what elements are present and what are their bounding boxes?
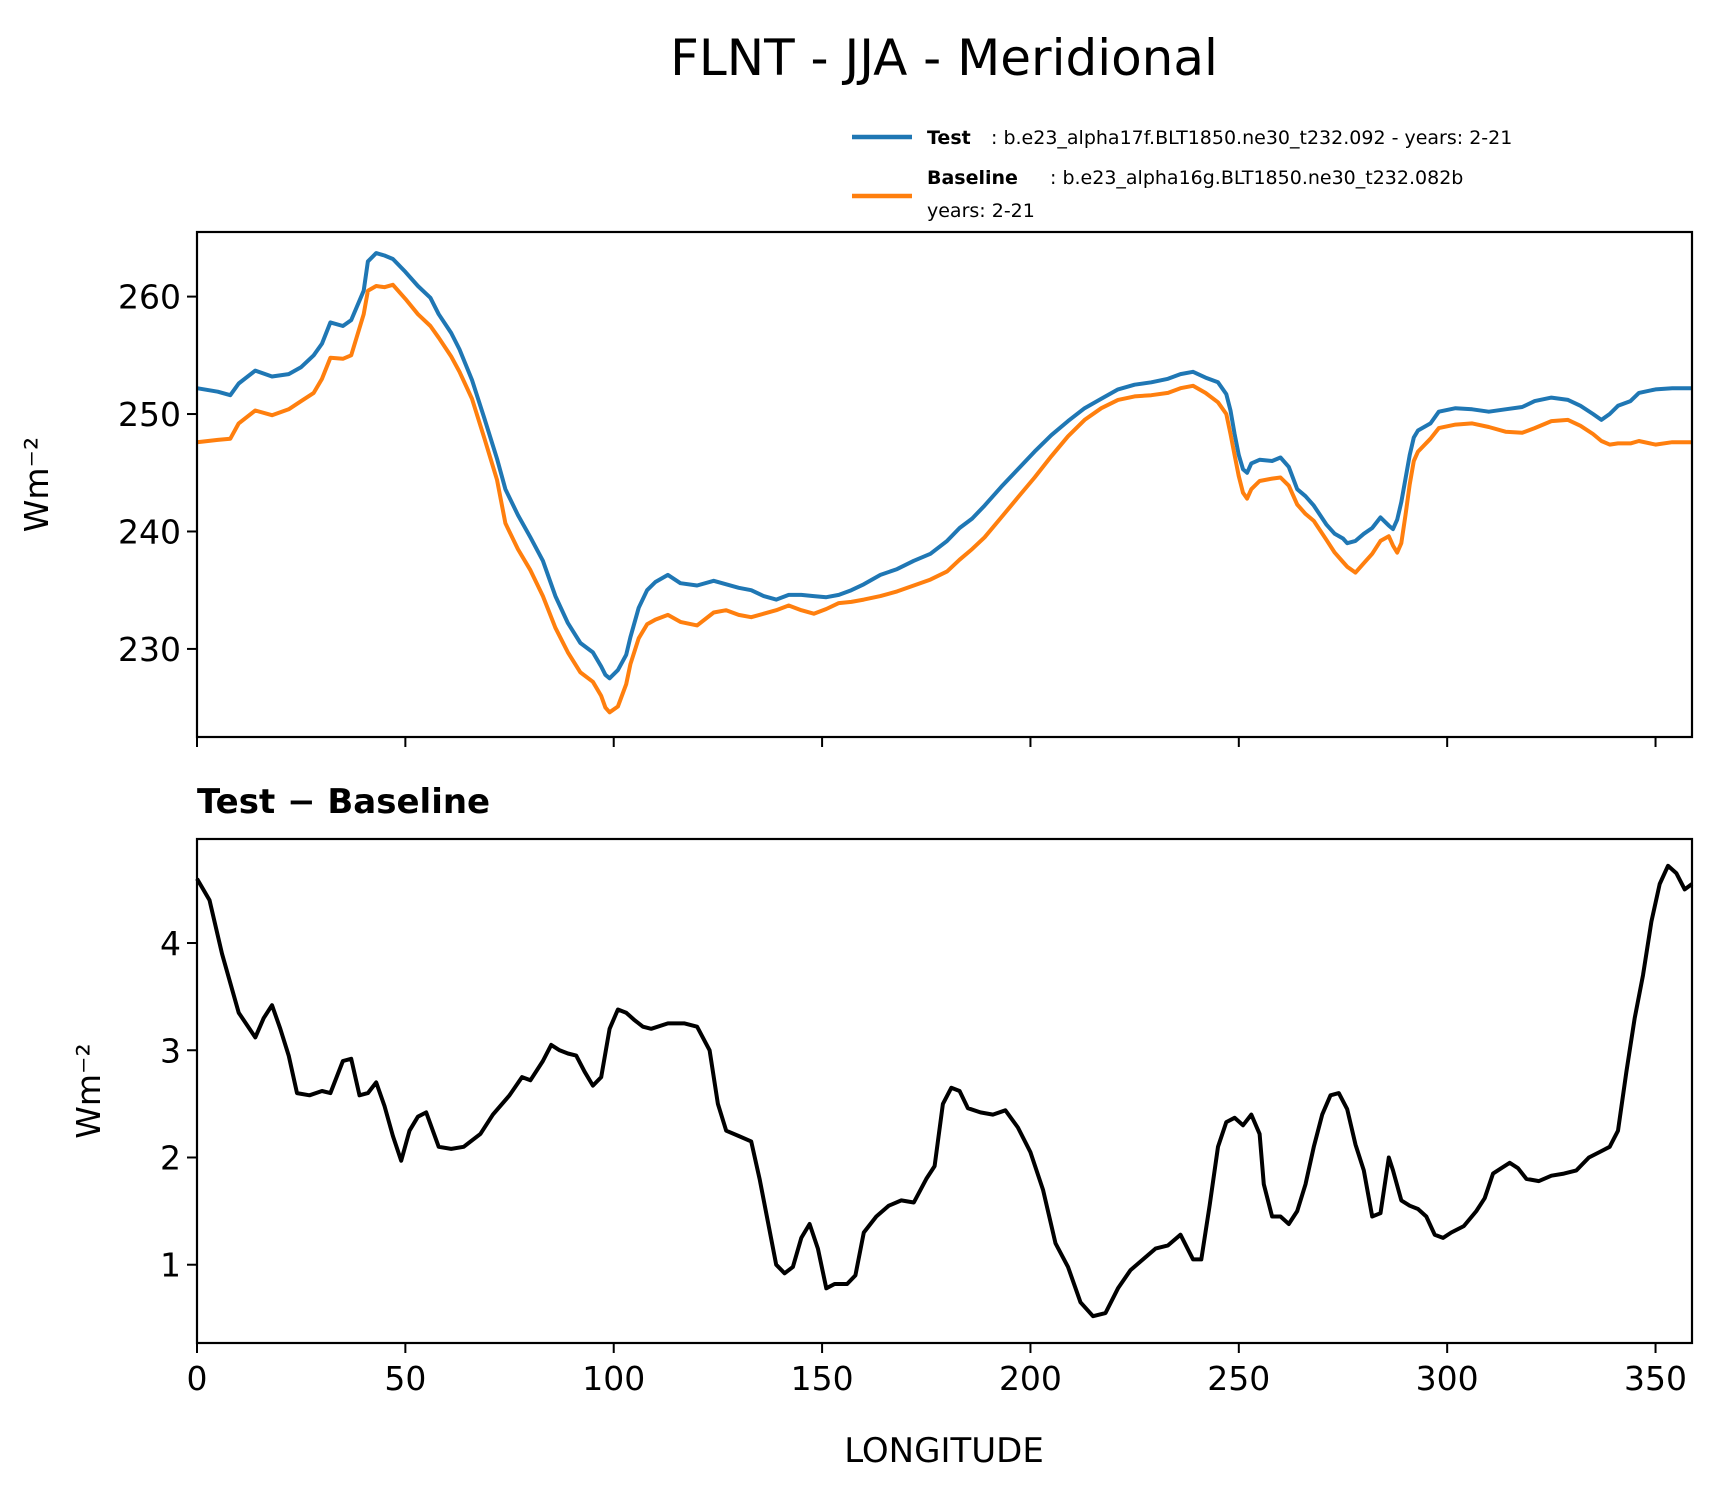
legend-baseline-text-line2: years: 2-21 [927, 200, 1035, 222]
x-tick-label: 50 [384, 1359, 426, 1398]
x-tick-label: 300 [1416, 1359, 1479, 1398]
y-tick-label: 250 [118, 395, 181, 434]
bot-series-line-difference [195, 863, 1694, 1319]
y-tick-label: 4 [160, 924, 181, 963]
legend-test-text: : b.e23_alpha17f.BLT1850.ne30_t232.092 -… [991, 127, 1512, 149]
legend-baseline-text: : b.e23_alpha16g.BLT1850.ne30_t232.082b [1050, 167, 1463, 189]
lower-y-axis-label: Wm⁻² [69, 1043, 108, 1138]
top-series-line-baseline [196, 282, 1692, 715]
x-axis-label: LONGITUDE [844, 1431, 1044, 1471]
y-tick-label: 3 [160, 1031, 181, 1070]
upper-y-axis-label: Wm⁻² [17, 437, 56, 532]
legend: Test : b.e23_alpha17f.BLT1850.ne30_t232.… [852, 127, 1512, 222]
y-tick-label: 230 [118, 630, 181, 669]
lower-x-ticks: 0 50 100 150 200 250 300 350 [187, 1343, 1687, 1398]
x-tick-label: 150 [791, 1359, 854, 1398]
lower-y-ticks: 1 2 3 4 [160, 924, 197, 1285]
x-tick-label: 100 [582, 1359, 645, 1398]
upper-y-ticks: 230 240 250 260 [118, 278, 197, 669]
legend-baseline-label: Baseline [927, 167, 1018, 189]
top-series-line-test [196, 251, 1692, 681]
upper-panel: 230 240 250 260 Wm⁻² [17, 230, 1694, 747]
upper-plot-series [196, 251, 1692, 715]
y-tick-label: 1 [160, 1246, 181, 1285]
lower-panel: 1 2 3 4 0 50 100 150 200 250 300 350 Wm⁻² [69, 837, 1694, 1398]
x-tick-label: 200 [999, 1359, 1062, 1398]
upper-axes-frame [195, 230, 1694, 739]
upper-x-ticks [196, 737, 1657, 747]
legend-test-label: Test [927, 127, 971, 149]
lower-panel-title: Test − Baseline [197, 782, 490, 822]
y-tick-label: 260 [118, 278, 181, 317]
y-tick-label: 2 [160, 1138, 181, 1177]
x-tick-label: 350 [1624, 1359, 1687, 1398]
lower-axes-frame [195, 837, 1694, 1345]
y-tick-label: 240 [118, 512, 181, 551]
lower-plot-series [195, 863, 1694, 1319]
x-tick-label: 250 [1207, 1359, 1270, 1398]
x-tick-label: 0 [187, 1359, 208, 1398]
chart-title: FLNT - JJA - Meridional [670, 29, 1218, 87]
